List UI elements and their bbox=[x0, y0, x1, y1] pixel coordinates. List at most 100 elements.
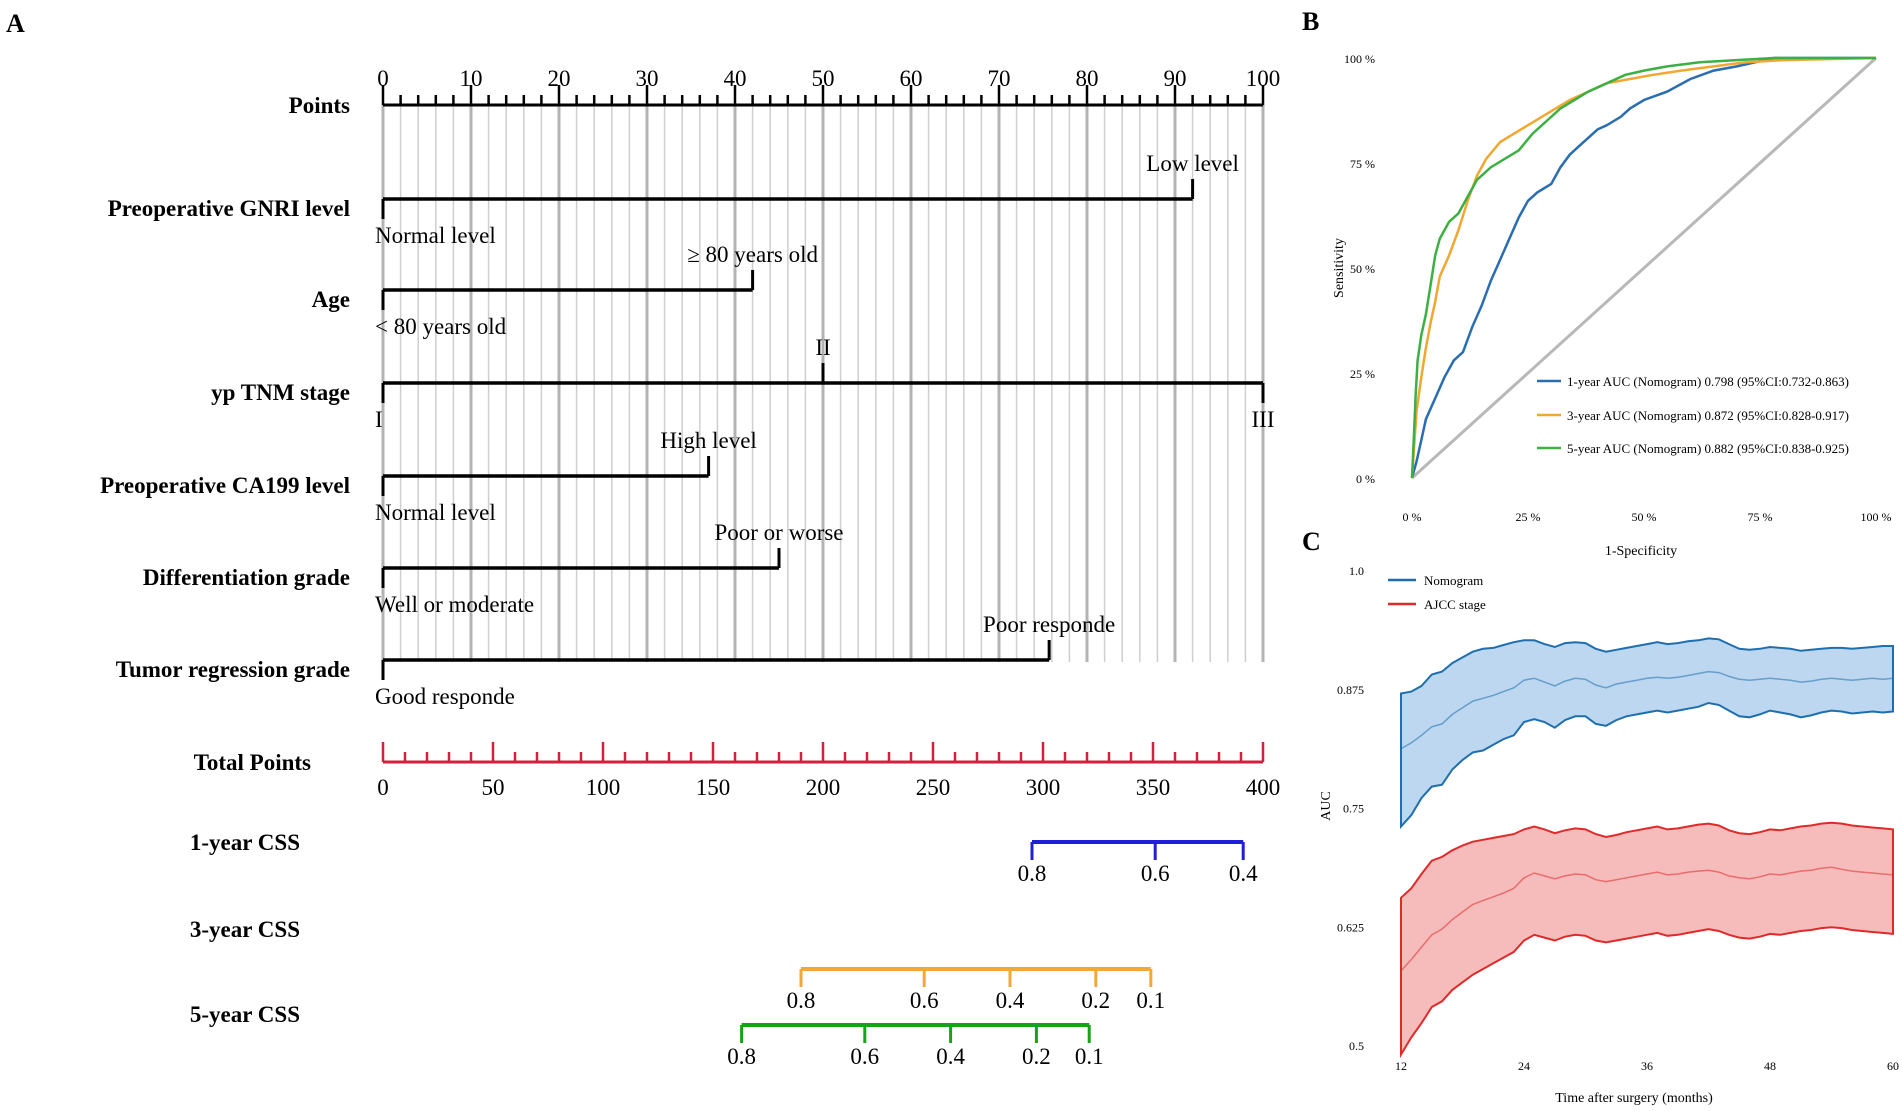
roc-y-tick-label: 0 % bbox=[1356, 472, 1375, 486]
ajcc-stage-legend-label: AJCC stage bbox=[1424, 597, 1486, 612]
preoperative-ca199-level-label: Preoperative CA199 level bbox=[100, 473, 350, 498]
nomogram-auc-line bbox=[1400, 670, 1894, 750]
roc-y-tick-label: 25 % bbox=[1350, 367, 1375, 381]
3-year-css-tick-label: 0.2 bbox=[1081, 988, 1110, 1013]
time-auc-y-axis-label: AUC bbox=[1319, 791, 1334, 821]
nomogram-ci-band bbox=[1400, 637, 1894, 830]
5-year-css-tick-label: 0.4 bbox=[936, 1044, 965, 1069]
points-tick-label: 80 bbox=[1076, 66, 1099, 91]
ajcc-stage-ci-band bbox=[1400, 821, 1894, 1059]
age-level-label: < 80 years old bbox=[375, 314, 507, 339]
panel-label-b: B bbox=[1302, 7, 1319, 36]
3-year-css-tick-label: 0.4 bbox=[996, 988, 1025, 1013]
roc-legend-label-3: 5-year AUC (Nomogram) 0.882 (95%CI:0.838… bbox=[1567, 441, 1849, 456]
roc-curve-1 bbox=[1410, 56, 1876, 479]
total-points-tick-label: 50 bbox=[482, 775, 505, 800]
time-auc-y-tick-label: 0.875 bbox=[1337, 683, 1364, 697]
time-auc-x-tick-label: 24 bbox=[1518, 1059, 1530, 1073]
yp-tnm-stage-level-label: III bbox=[1252, 407, 1275, 432]
5-year-css-tick-label: 0.6 bbox=[850, 1044, 879, 1069]
tumor-regression-grade-level-label: Good responde bbox=[375, 684, 515, 709]
total-points-tick-label: 300 bbox=[1026, 775, 1061, 800]
points-tick-label: 30 bbox=[636, 66, 659, 91]
yp-tnm-stage-label: yp TNM stage bbox=[211, 380, 350, 405]
points-axis-label: Points bbox=[289, 93, 350, 118]
panel-label-a: A bbox=[6, 9, 25, 38]
5-year-css-tick-label: 0.1 bbox=[1075, 1044, 1104, 1069]
roc-y-tick-label: 75 % bbox=[1350, 157, 1375, 171]
3-year-css-tick-label: 0.6 bbox=[910, 988, 939, 1013]
points-tick-label: 20 bbox=[548, 66, 571, 91]
preoperative-ca199-level-level-label: High level bbox=[660, 428, 756, 453]
yp-tnm-stage-level-label: II bbox=[815, 335, 830, 360]
time-auc-x-tick-label: 48 bbox=[1764, 1059, 1776, 1073]
total-points-tick-label: 100 bbox=[586, 775, 621, 800]
total-points-tick-label: 400 bbox=[1246, 775, 1281, 800]
time-auc-x-axis-label: Time after surgery (months) bbox=[1555, 1091, 1713, 1106]
points-tick-label: 50 bbox=[812, 66, 835, 91]
ajcc-stage-auc-line bbox=[1400, 866, 1894, 972]
points-tick-label: 90 bbox=[1164, 66, 1187, 91]
roc-curve-3 bbox=[1410, 56, 1876, 479]
roc-legend-label-1: 1-year AUC (Nomogram) 0.798 (95%CI:0.732… bbox=[1567, 374, 1849, 389]
roc-x-tick-label: 0 % bbox=[1403, 510, 1422, 524]
points-tick-label: 60 bbox=[900, 66, 923, 91]
points-tick-label: 10 bbox=[460, 66, 483, 91]
time-auc-x-tick-label: 60 bbox=[1887, 1059, 1899, 1073]
time-auc-y-tick-label: 1.0 bbox=[1349, 564, 1364, 578]
total-points-tick-label: 250 bbox=[916, 775, 951, 800]
3-year-css-tick-label: 0.8 bbox=[787, 988, 816, 1013]
time-auc-y-tick-label: 0.625 bbox=[1337, 920, 1364, 934]
1-year-css-tick-label: 0.4 bbox=[1229, 861, 1258, 886]
3-year-css-tick-label: 0.1 bbox=[1136, 988, 1165, 1013]
time-auc-y-tick-label: 0.75 bbox=[1343, 802, 1364, 816]
roc-y-axis-label: Sensitivity bbox=[1332, 238, 1347, 298]
nomogram-panel: Points 0 10 20 30 40 50 60 70 80 90 100 Preoperative… bbox=[100, 66, 1280, 1069]
differentiation-grade-level-label: Well or moderate bbox=[375, 592, 534, 617]
3-year-css-label: 3-year CSS bbox=[190, 917, 300, 942]
differentiation-grade-level-label: Poor or worse bbox=[714, 520, 843, 545]
roc-panel: 0 % 25 % 50 % 75 % 100 % 0 % 25 % 50 % 75 % 100 %… bbox=[1332, 52, 1892, 559]
differentiation-grade-label: Differentiation grade bbox=[143, 565, 350, 590]
time-auc-x-tick-label: 36 bbox=[1641, 1059, 1653, 1073]
roc-x-tick-label: 100 % bbox=[1861, 510, 1892, 524]
5-year-css-label: 5-year CSS bbox=[190, 1002, 300, 1027]
tumor-regression-grade-level-label: Poor responde bbox=[983, 612, 1115, 637]
total-points-tick-label: 200 bbox=[806, 775, 841, 800]
roc-legend-label-2: 3-year AUC (Nomogram) 0.872 (95%CI:0.828… bbox=[1567, 408, 1849, 423]
preoperative-ca199-level-level-label: Normal level bbox=[375, 500, 496, 525]
panel-label-c: C bbox=[1302, 527, 1321, 556]
roc-diagonal bbox=[1410, 56, 1878, 480]
points-tick-label: 0 bbox=[377, 66, 389, 91]
preoperative-gnri-level-label: Preoperative GNRI level bbox=[108, 196, 350, 221]
yp-tnm-stage-level-label: I bbox=[375, 407, 383, 432]
nomogram-legend-label: Nomogram bbox=[1424, 573, 1483, 588]
preoperative-gnri-level-level-label: Low level bbox=[1146, 151, 1239, 176]
5-year-css-tick-label: 0.2 bbox=[1022, 1044, 1051, 1069]
total-points-tick-label: 150 bbox=[696, 775, 731, 800]
total-points-tick-label: 0 bbox=[377, 775, 389, 800]
time-auc-panel: 12 24 36 48 60 0.5 0.625 0.75 0.875 1.0 Time after… bbox=[1319, 564, 1899, 1106]
roc-y-tick-label: 100 % bbox=[1344, 52, 1375, 66]
age-level-label: ≥ 80 years old bbox=[687, 242, 818, 267]
roc-x-tick-label: 25 % bbox=[1516, 510, 1541, 524]
time-auc-x-tick-label: 12 bbox=[1395, 1059, 1407, 1073]
time-auc-y-tick-label: 0.5 bbox=[1349, 1039, 1364, 1053]
1-year-css-label: 1-year CSS bbox=[190, 830, 300, 855]
roc-x-tick-label: 75 % bbox=[1748, 510, 1773, 524]
1-year-css-tick-label: 0.6 bbox=[1141, 861, 1170, 886]
tumor-regression-grade-label: Tumor regression grade bbox=[116, 657, 350, 682]
points-tick-label: 70 bbox=[988, 66, 1011, 91]
roc-curve-2 bbox=[1410, 56, 1877, 479]
total-points-tick-label: 350 bbox=[1136, 775, 1171, 800]
roc-y-tick-label: 50 % bbox=[1350, 262, 1375, 276]
total-points-label: Total Points bbox=[194, 750, 311, 775]
roc-x-tick-label: 50 % bbox=[1632, 510, 1657, 524]
points-tick-label: 100 bbox=[1246, 66, 1281, 91]
points-tick-label: 40 bbox=[724, 66, 747, 91]
preoperative-gnri-level-level-label: Normal level bbox=[375, 223, 496, 248]
1-year-css-tick-label: 0.8 bbox=[1018, 861, 1047, 886]
roc-x-axis-label: 1-Specificity bbox=[1605, 544, 1677, 559]
age-label: Age bbox=[312, 287, 350, 312]
